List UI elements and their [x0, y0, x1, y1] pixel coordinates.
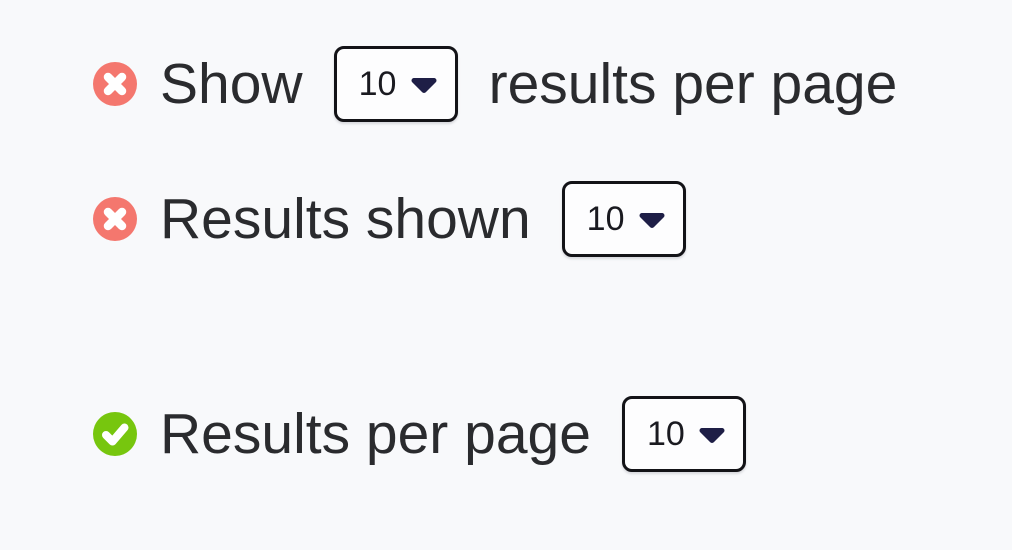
select-label-after: results per page [488, 51, 898, 116]
select-label-before: Results shown [160, 186, 531, 251]
results-per-page-select[interactable]: 10 [621, 396, 746, 472]
example-row-incorrect-show: Show 10 results per page [93, 46, 897, 122]
chevron-down-icon [698, 427, 726, 444]
select-value: 10 [586, 200, 625, 238]
results-per-page-select[interactable]: 10 [561, 181, 686, 257]
results-per-page-select[interactable]: 10 [333, 46, 458, 122]
select-label-before: Show [160, 51, 303, 116]
chevron-down-icon [410, 77, 438, 94]
select-value: 10 [358, 65, 397, 103]
select-value: 10 [646, 415, 685, 453]
check-circle-icon [93, 412, 137, 456]
x-circle-icon [93, 62, 137, 106]
select-label-before: Results per page [160, 401, 591, 466]
x-circle-icon [93, 197, 137, 241]
example-row-correct-results-per-page: Results per page 10 [93, 396, 746, 472]
example-row-incorrect-results-shown: Results shown 10 [93, 181, 686, 257]
chevron-down-icon [638, 212, 666, 229]
